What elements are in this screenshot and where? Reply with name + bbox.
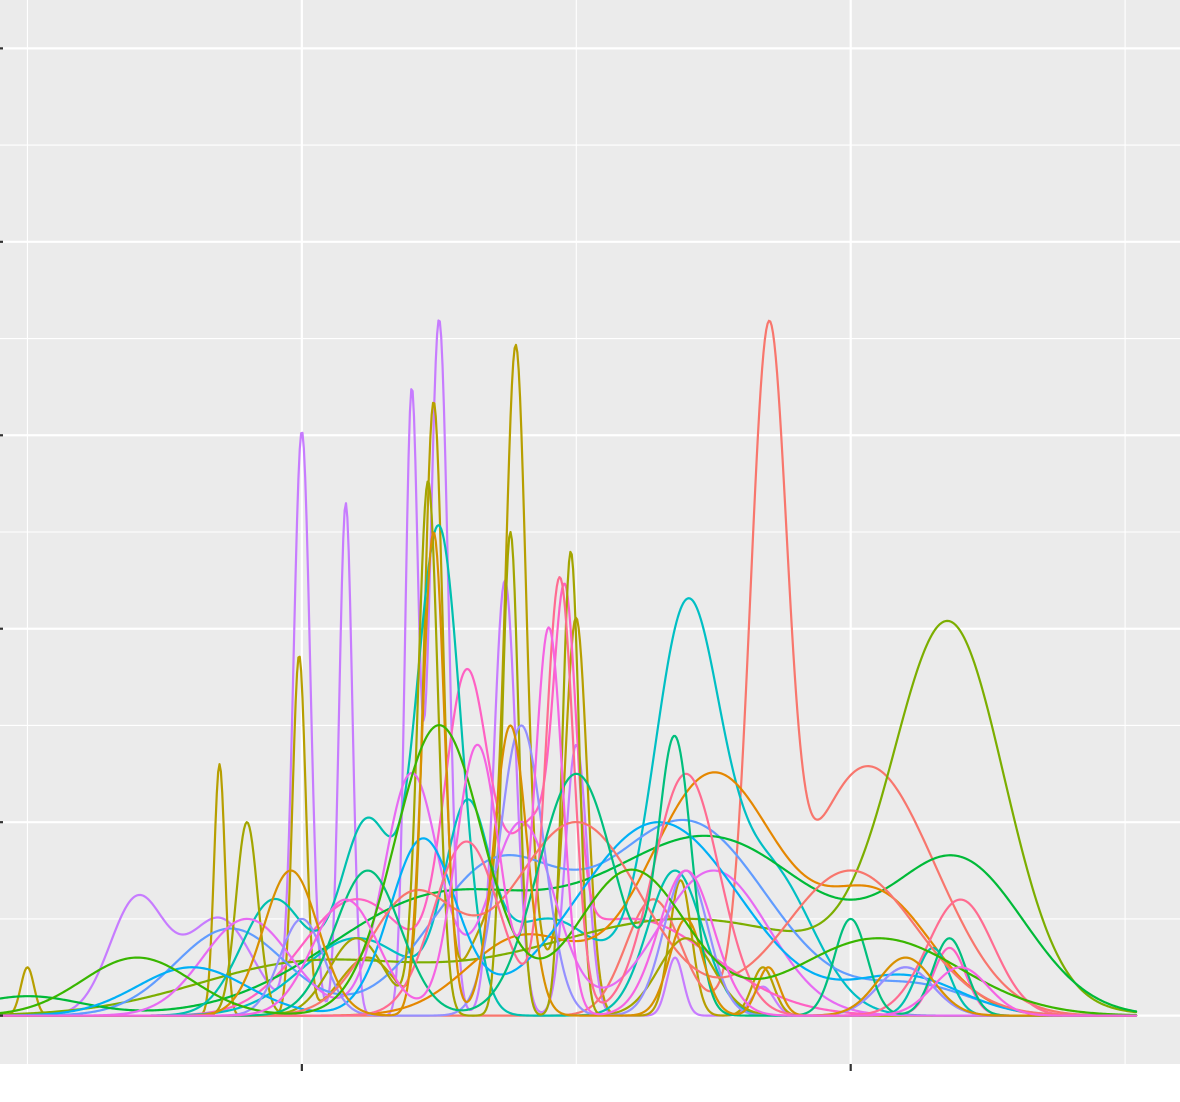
density-curve-20 bbox=[0, 626, 1138, 1017]
density-curves bbox=[0, 319, 1138, 1017]
density-curve-12 bbox=[0, 771, 1138, 1017]
density-curve-19 bbox=[0, 724, 1138, 1017]
axis-ticks bbox=[0, 47, 852, 1071]
minor-gridlines bbox=[0, 0, 1180, 1064]
